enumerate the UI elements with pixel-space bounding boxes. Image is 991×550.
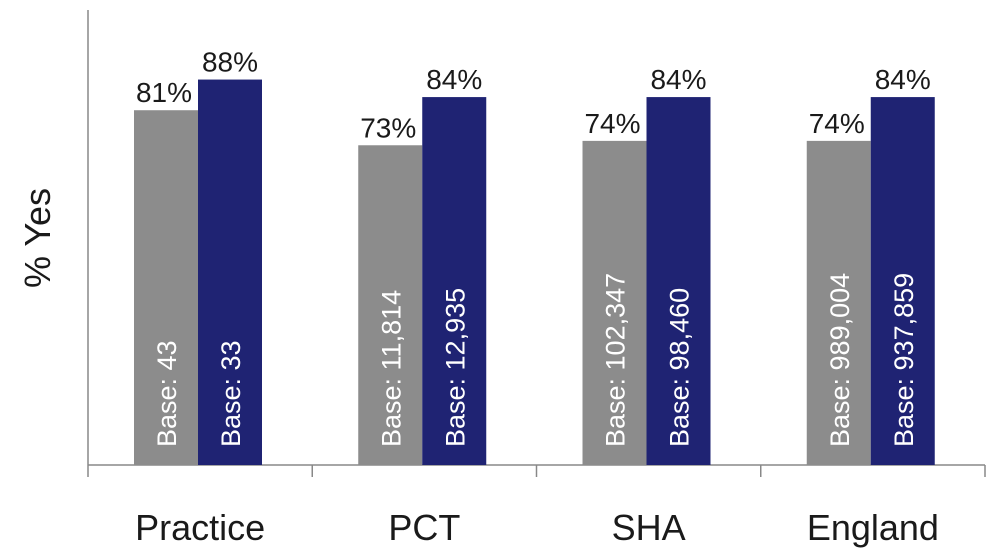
data-label: 73% <box>360 112 416 143</box>
data-label: 74% <box>584 108 640 139</box>
data-label: 74% <box>809 108 865 139</box>
chart-marks: Practice 81% Base: 43 88% Base: 33 PCT 73% Base… <box>87 47 986 548</box>
data-label: 84% <box>426 64 482 95</box>
x-tick-label: PCT <box>388 507 460 548</box>
base-label: Base: 43 <box>152 340 182 447</box>
x-tick-label: Practice <box>135 507 265 548</box>
base-label: Base: 12,935 <box>440 288 470 447</box>
bar <box>806 140 871 465</box>
base-label: Base: 33 <box>216 340 246 447</box>
base-label: Base: 989,004 <box>825 273 855 447</box>
bar <box>134 110 198 465</box>
base-label: Base: 937,859 <box>889 273 919 447</box>
bar <box>870 97 935 465</box>
bar <box>198 79 262 465</box>
x-tick-label: SHA <box>612 507 686 548</box>
bar <box>646 97 711 465</box>
data-label: 84% <box>875 64 931 95</box>
bar <box>358 145 423 465</box>
base-label: Base: 11,814 <box>376 290 406 447</box>
bar <box>422 97 487 465</box>
data-label: 81% <box>136 77 192 108</box>
data-label: 88% <box>202 47 258 78</box>
bar <box>582 140 647 465</box>
base-label: Base: 98,460 <box>665 288 695 447</box>
x-tick-label: England <box>807 507 939 548</box>
base-label: Base: 102,347 <box>601 273 631 447</box>
y-axis-label: % Yes <box>17 188 58 288</box>
data-label: 84% <box>650 64 706 95</box>
